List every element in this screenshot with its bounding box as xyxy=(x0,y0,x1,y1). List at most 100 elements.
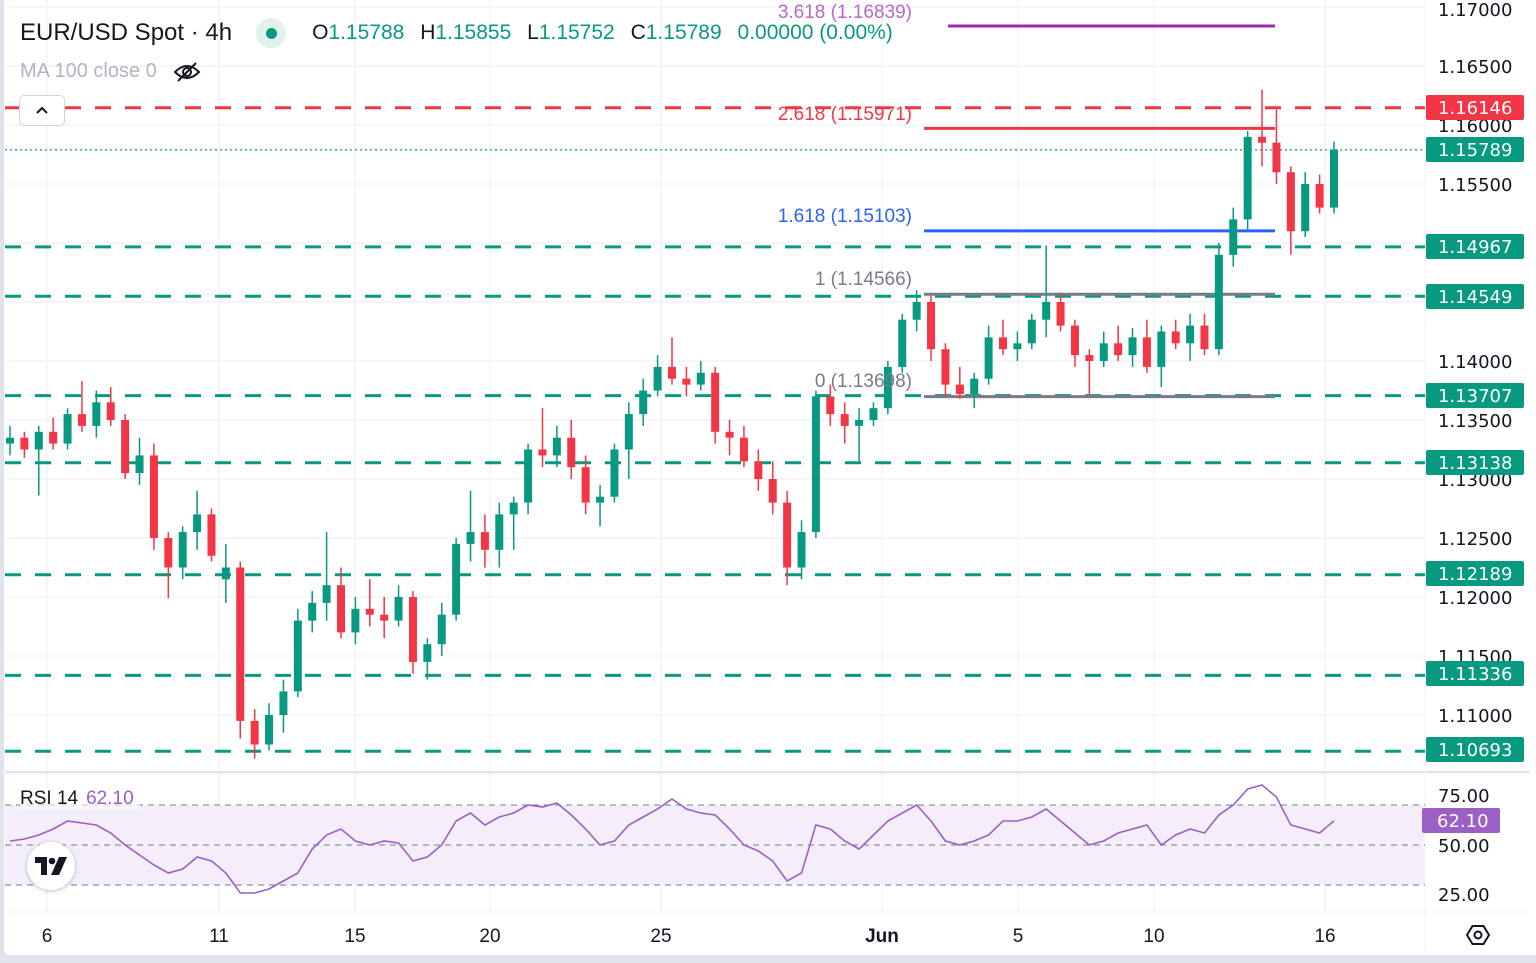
settings-icon[interactable] xyxy=(1465,925,1491,945)
y-tick: 1.13000 xyxy=(1438,470,1512,491)
support-tag-text: 1.12189 xyxy=(1438,564,1512,585)
y-tick: 1.16000 xyxy=(1438,116,1512,137)
candle-up xyxy=(279,691,288,715)
support-tag xyxy=(1426,234,1524,259)
candle-down xyxy=(1171,331,1180,344)
candle-up xyxy=(653,366,662,391)
candle-up xyxy=(351,608,360,633)
open-label: O xyxy=(312,21,329,44)
chart-window xyxy=(4,0,1536,955)
candle-up xyxy=(466,532,475,544)
candle-down xyxy=(955,384,964,395)
fib-label-3618: 3.618 (1.16839) xyxy=(778,2,912,23)
candle-down xyxy=(49,431,58,444)
candle-up xyxy=(1186,325,1195,344)
support-tag-text: 1.14549 xyxy=(1438,287,1512,308)
rsi-legend[interactable]: RSI 14 62.10 xyxy=(20,788,140,810)
candle-up xyxy=(193,514,202,533)
candle-up xyxy=(869,408,878,420)
ohlc-values: O1.15788 H1.15855 L1.15752 C1.15789 0.00… xyxy=(312,21,903,45)
rsi-bands xyxy=(5,804,1425,886)
candle-up xyxy=(1243,136,1252,220)
candle-up xyxy=(1214,254,1223,350)
indicator-label: MA 100 close 0 xyxy=(20,60,157,82)
rsi-y-tick: 50.00 xyxy=(1438,836,1490,857)
candle-down xyxy=(783,502,792,568)
x-tick: 5 xyxy=(1013,926,1024,947)
legend-header: EUR/USD Spot · 4h O1.15788 H1.15855 L1.1… xyxy=(20,18,903,48)
candles xyxy=(6,89,1338,759)
y-tick: 1.15500 xyxy=(1438,175,1512,196)
candle-up xyxy=(1027,319,1036,344)
candle-up xyxy=(596,496,605,503)
fib-label-2618: 2.618 (1.15971) xyxy=(778,104,912,125)
candle-down xyxy=(711,372,720,432)
support-tag xyxy=(1426,737,1524,762)
indicator-legend[interactable]: MA 100 close 0 xyxy=(20,60,201,83)
candle-up xyxy=(221,567,230,580)
market-status-icon[interactable] xyxy=(256,18,287,48)
symbol-title[interactable]: EUR/USD Spot · 4h xyxy=(20,19,233,46)
candle-up xyxy=(1157,331,1166,367)
x-tick: 11 xyxy=(209,926,229,947)
support-tag xyxy=(1426,383,1524,408)
candle-up xyxy=(1042,302,1051,320)
candle-up xyxy=(265,715,274,745)
candle-down xyxy=(1070,325,1079,356)
low-label: L xyxy=(527,21,539,44)
candle-up xyxy=(394,597,403,621)
rsi-value-tag-text: 62.10 xyxy=(1437,811,1489,832)
collapse-legend-button[interactable] xyxy=(19,95,65,126)
candle-down xyxy=(768,479,777,503)
x-tick: 16 xyxy=(1314,926,1335,947)
high-label: H xyxy=(420,21,436,44)
y-tick: 1.16500 xyxy=(1438,57,1512,78)
resistance-tag xyxy=(1426,95,1524,120)
rsi-y-tick: 25.00 xyxy=(1438,885,1490,906)
candle-up xyxy=(178,532,187,568)
eye-off-icon[interactable] xyxy=(173,61,201,83)
candle-down xyxy=(1315,184,1324,208)
candle-down xyxy=(250,720,259,745)
support-tag xyxy=(1426,284,1524,309)
candle-up xyxy=(6,437,14,444)
rsi-value-tag xyxy=(1422,808,1500,833)
support-tag-text: 1.13707 xyxy=(1438,386,1512,407)
price-tags: 1.16146 1.15789 1.14967 1.14549 1.13707 … xyxy=(1426,95,1524,762)
candle-down xyxy=(1056,302,1065,326)
candle-down xyxy=(149,455,158,538)
candle-up xyxy=(1330,149,1338,208)
rsi-line xyxy=(9,784,1335,894)
candle-up xyxy=(452,543,461,615)
support-tag xyxy=(1426,561,1524,586)
candle-up xyxy=(423,644,432,662)
fib-label-1618: 1.618 (1.15103) xyxy=(778,206,912,227)
candle-up xyxy=(883,366,892,409)
candle-up xyxy=(610,449,619,497)
rsi-axis[interactable]: 75.00 50.00 25.00 62.10 xyxy=(1422,786,1500,906)
candle-down xyxy=(1258,136,1267,143)
candle-up xyxy=(524,449,533,503)
candle-down xyxy=(668,366,676,379)
candle-down xyxy=(337,585,345,633)
time-axis[interactable]: 6 11 15 20 25 Jun 5 10 16 xyxy=(5,911,1530,947)
candle-down xyxy=(840,414,849,426)
candle-down xyxy=(480,532,489,550)
y-tick: 1.11000 xyxy=(1438,706,1512,727)
candle-down xyxy=(567,437,576,468)
candle-down xyxy=(365,608,374,615)
candle-down xyxy=(164,538,173,568)
y-tick: 1.12500 xyxy=(1438,529,1512,550)
candle-up xyxy=(437,614,446,645)
candle-up xyxy=(322,585,331,603)
candle-up xyxy=(811,396,820,533)
candle-down xyxy=(581,467,590,503)
candle-down xyxy=(106,402,115,420)
chevron-up-icon xyxy=(36,106,48,114)
tradingview-logo[interactable] xyxy=(27,842,75,890)
candle-up xyxy=(855,420,864,426)
candle-down xyxy=(408,597,417,662)
last-price-tag-text: 1.15789 xyxy=(1438,140,1512,161)
rsi-series-line xyxy=(9,784,1335,894)
